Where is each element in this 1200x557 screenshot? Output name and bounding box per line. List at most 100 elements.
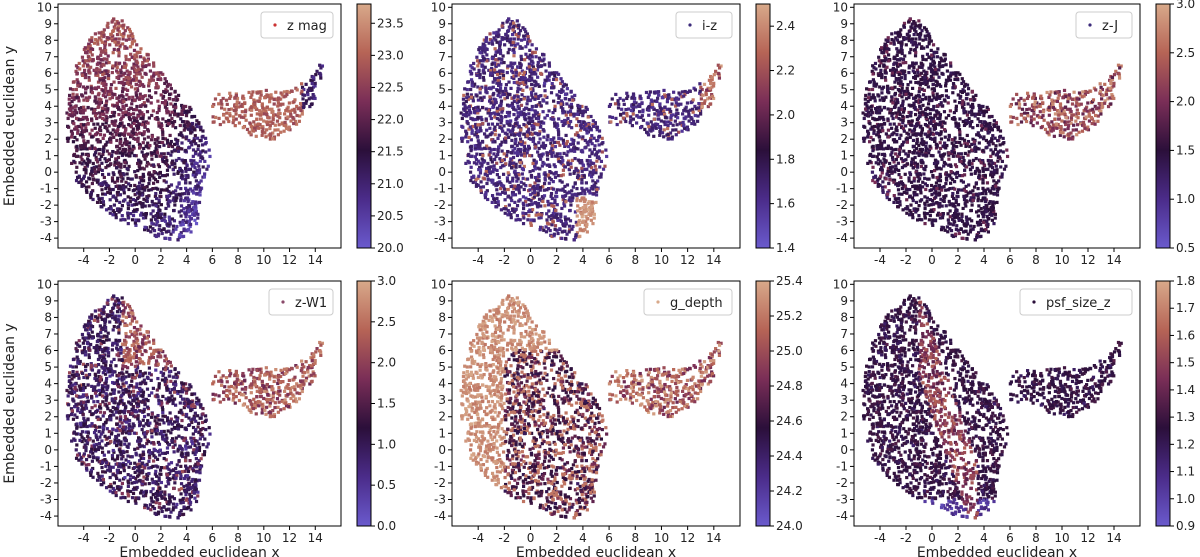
scatter-point xyxy=(492,97,496,101)
scatter-point xyxy=(135,187,139,191)
scatter-point xyxy=(489,165,493,169)
scatter-point xyxy=(169,232,173,236)
scatter-point xyxy=(543,63,547,67)
scatter-point xyxy=(890,151,894,155)
scatter-point xyxy=(662,135,666,139)
scatter-point xyxy=(590,152,594,156)
scatter-point xyxy=(963,168,967,172)
scatter-point xyxy=(670,97,674,102)
scatter-point xyxy=(97,164,102,168)
scatter-point xyxy=(139,179,143,183)
scatter-point xyxy=(689,115,693,120)
scatter-point xyxy=(123,46,127,50)
scatter-point xyxy=(625,91,629,95)
scatter-point xyxy=(167,189,171,194)
scatter-point xyxy=(464,99,468,104)
scatter-point xyxy=(932,87,936,91)
scatter-point xyxy=(529,87,533,91)
scatter-point xyxy=(111,128,115,132)
scatter-point xyxy=(560,236,564,241)
scatter-point xyxy=(132,203,137,207)
scatter-point xyxy=(133,87,138,91)
scatter-point xyxy=(165,163,170,167)
scatter-point xyxy=(708,96,712,100)
scatter-point xyxy=(565,191,569,195)
scatter-point xyxy=(515,150,519,154)
scatter-point xyxy=(525,106,529,110)
scatter-point xyxy=(139,47,143,51)
scatter-point xyxy=(556,174,560,178)
scatter-point xyxy=(183,126,187,130)
scatter-point xyxy=(498,51,503,56)
scatter-point xyxy=(543,143,548,148)
scatter-point xyxy=(188,105,192,110)
scatter-point xyxy=(73,105,77,109)
scatter-point xyxy=(514,218,518,222)
scatter-point xyxy=(179,209,184,213)
scatter-point xyxy=(170,150,174,154)
scatter-point xyxy=(159,152,163,156)
scatter-point xyxy=(504,162,508,166)
scatter-point xyxy=(485,53,489,57)
y-tick-label: -1 xyxy=(40,182,52,196)
scatter-point xyxy=(511,21,516,25)
scatter-point xyxy=(144,64,148,68)
scatter-point xyxy=(657,110,661,114)
scatter-point xyxy=(105,99,109,103)
scatter-point xyxy=(482,160,486,164)
scatter-point xyxy=(516,34,520,39)
scatter-point xyxy=(503,43,507,47)
scatter-point xyxy=(522,164,526,169)
scatter-point xyxy=(559,90,563,94)
scatter-point xyxy=(199,150,203,154)
scatter-point xyxy=(555,71,559,75)
scatter-point xyxy=(499,61,503,65)
scatter-point xyxy=(282,129,286,133)
scatter-point xyxy=(498,72,502,76)
scatter-point xyxy=(710,94,715,98)
scatter-point xyxy=(572,114,576,118)
scatter-point xyxy=(179,204,184,208)
scatter-point xyxy=(929,119,933,123)
scatter-point xyxy=(110,70,114,75)
scatter-point xyxy=(659,127,663,131)
scatter-point xyxy=(74,69,78,73)
scatter-point xyxy=(653,91,657,95)
scatter-point xyxy=(167,118,171,123)
scatter-point xyxy=(132,39,137,43)
scatter-point xyxy=(1116,63,1121,67)
scatter-point xyxy=(128,212,133,216)
scatter-point xyxy=(528,53,532,57)
scatter-point xyxy=(83,123,88,127)
scatter-point xyxy=(141,212,146,217)
scatter-point xyxy=(568,172,572,176)
scatter-point xyxy=(581,189,585,193)
scatter-point xyxy=(509,22,513,26)
scatter-point xyxy=(128,184,133,188)
scatter-point xyxy=(81,85,86,89)
scatter-point xyxy=(469,144,473,148)
scatter-point xyxy=(135,88,140,93)
scatter-point xyxy=(87,69,91,73)
scatter-point xyxy=(531,65,535,69)
scatter-point xyxy=(131,78,136,82)
scatter-point xyxy=(147,182,151,186)
scatter-point xyxy=(576,169,580,173)
scatter-point xyxy=(990,114,994,119)
scatter-point xyxy=(85,46,90,51)
scatter-point xyxy=(516,184,521,188)
scatter-point xyxy=(576,147,580,151)
scatter-point xyxy=(111,213,115,217)
scatter-point xyxy=(105,158,110,163)
scatter-point xyxy=(534,92,538,96)
scatter-point xyxy=(687,114,691,118)
scatter-point xyxy=(81,94,85,98)
scatter-point xyxy=(909,180,914,184)
scatter-point xyxy=(513,151,517,155)
scatter-point xyxy=(568,196,572,200)
scatter-point xyxy=(161,130,165,134)
scatter-point xyxy=(83,108,87,112)
scatter-point xyxy=(1038,102,1042,107)
scatter-point xyxy=(484,86,488,90)
scatter-point xyxy=(304,82,308,86)
